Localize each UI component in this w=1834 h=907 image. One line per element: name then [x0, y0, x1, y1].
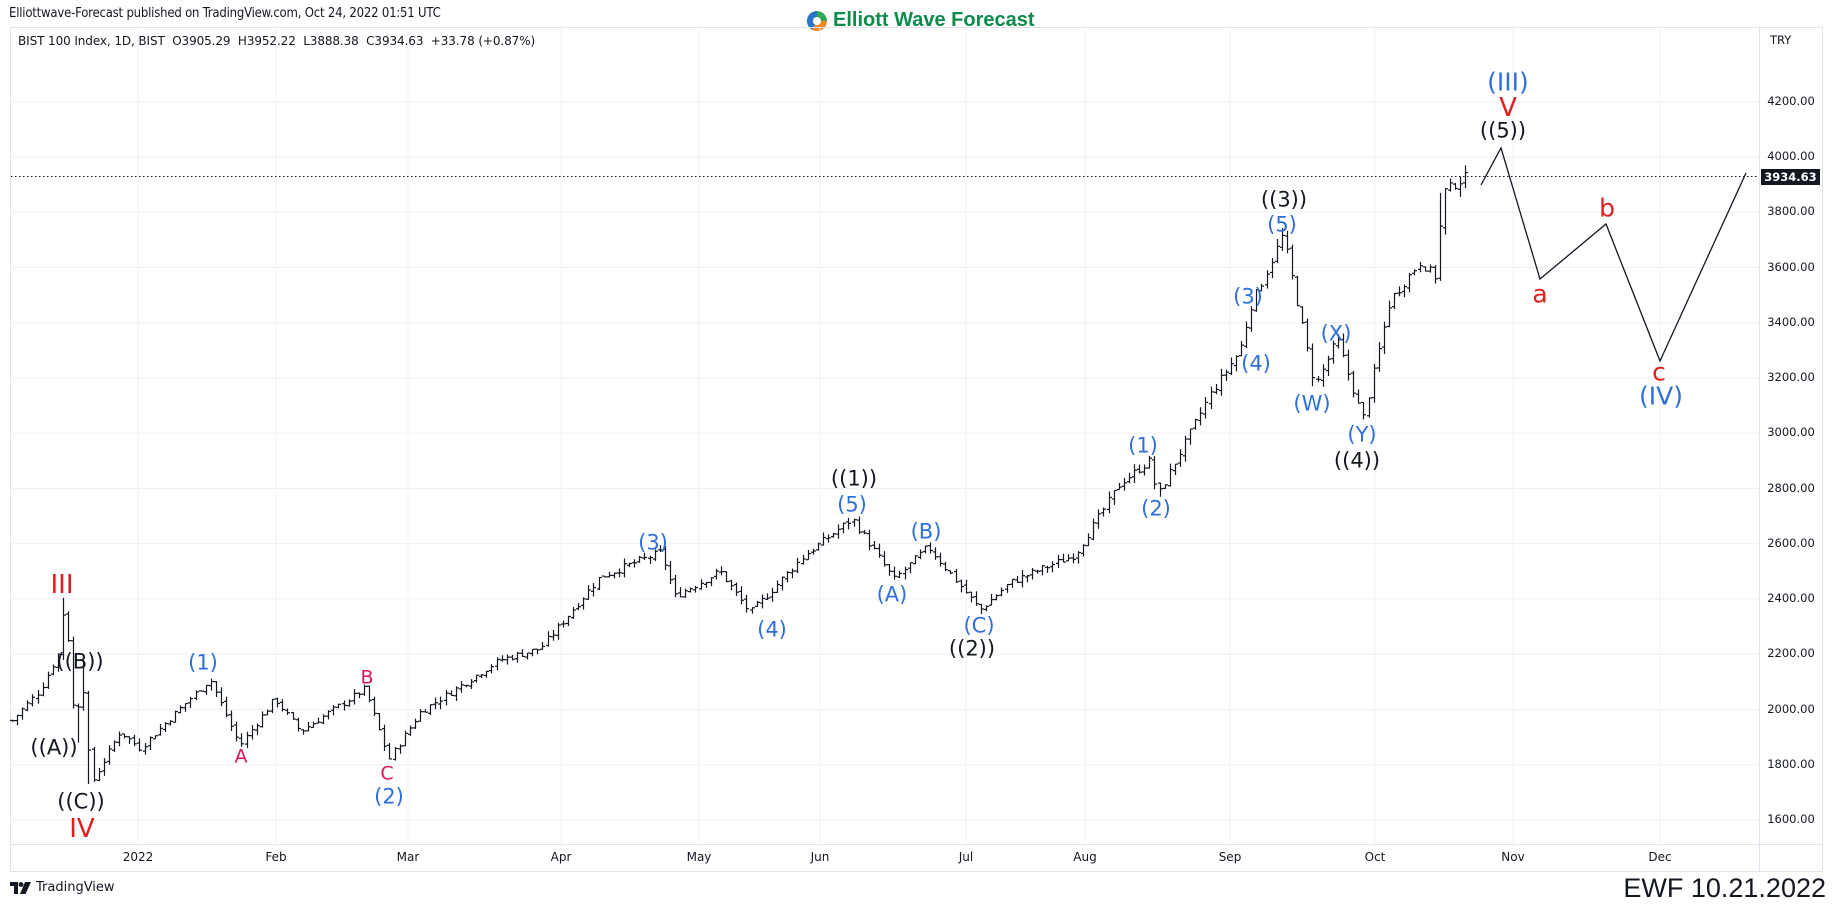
wave-label: (W)	[1293, 391, 1331, 416]
brand-name: Elliott Wave Forecast	[833, 9, 1035, 31]
wave-label: c	[1652, 357, 1666, 387]
tradingview-logo[interactable]: TradingView	[10, 880, 115, 895]
wave-label: (5)	[837, 492, 867, 517]
price-tick-label: 2800.00	[1767, 480, 1815, 495]
wave-label: (C)	[963, 613, 995, 638]
wave-label: ((1))	[830, 466, 878, 491]
wave-label: (B)	[910, 519, 942, 544]
legend-change: +33.78 (+0.87%)	[430, 34, 536, 48]
wave-label: ((A))	[30, 735, 78, 760]
time-tick-label: Jun	[810, 850, 830, 864]
wave-label: (A)	[876, 582, 908, 607]
wave-label: (IV)	[1639, 381, 1683, 411]
wave-label: ((B))	[56, 649, 104, 674]
ewf-date-stamp: EWF 10.21.2022	[1623, 873, 1826, 903]
wave-label: ((5))	[1479, 118, 1527, 143]
price-tick-label: 3800.00	[1767, 204, 1815, 219]
wave-label: (Y)	[1347, 422, 1377, 447]
price-tick-label: 2400.00	[1767, 591, 1815, 605]
wave-label: (III)	[1487, 67, 1529, 97]
price-tick-label: 3400.00	[1767, 314, 1815, 329]
wave-label: a	[1532, 279, 1548, 309]
legend-symbol: BIST 100 Index, 1D, BIST	[18, 34, 165, 48]
wave-label: (4)	[757, 617, 787, 642]
currency-label[interactable]: TRY	[1770, 33, 1792, 47]
wave-label: A	[234, 745, 248, 768]
time-tick-label: Dec	[1648, 850, 1672, 864]
time-tick-label: Aug	[1073, 850, 1097, 864]
price-tick-label: 1600.00	[1767, 812, 1815, 826]
legend-high: H3952.22	[237, 34, 296, 48]
legend-open: O3905.29	[172, 34, 231, 48]
projection-path	[1480, 146, 1747, 363]
price-tick-label: 3200.00	[1767, 370, 1815, 384]
wave-label: (4)	[1241, 351, 1271, 376]
time-tick-label: Jul	[958, 850, 974, 864]
wave-label: (3)	[638, 530, 668, 555]
wave-label: ((3))	[1260, 187, 1308, 212]
price-tick-label: 4000.00	[1767, 149, 1815, 163]
wave-label: (2)	[374, 784, 404, 809]
wave-label: b	[1599, 193, 1615, 223]
legend-close: C3934.63	[366, 34, 424, 48]
wave-label: C	[380, 762, 394, 785]
time-tick-label: Nov	[1501, 850, 1525, 864]
wave-label: ((4))	[1333, 448, 1381, 473]
wave-label: (X)	[1320, 321, 1352, 346]
wave-label: (1)	[188, 650, 218, 675]
price-tick-label: 3600.00	[1767, 259, 1815, 274]
price-tick-label: 2600.00	[1767, 535, 1815, 550]
time-tick-label: Feb	[265, 850, 287, 864]
symbol-legend: BIST 100 Index, 1D, BIST O3905.29 H3952.…	[18, 34, 535, 48]
tradingview-logo-icon	[10, 881, 31, 894]
price-tick-label: 2000.00	[1767, 701, 1815, 716]
wave-label: (1)	[1128, 433, 1158, 458]
time-tick-label: 2022	[122, 850, 154, 864]
price-tick-label: 2200.00	[1767, 646, 1815, 661]
brand-logo: Elliott Wave Forecast	[806, 9, 1035, 32]
wave-label: ((C))	[57, 789, 105, 814]
wave-label: IV	[69, 814, 95, 844]
wave-label: ((2))	[948, 636, 996, 661]
legend-low: L3888.38	[303, 34, 359, 48]
wave-label: (5)	[1267, 212, 1297, 237]
time-tick-label: Mar	[396, 850, 420, 864]
tradingview-text: TradingView	[36, 880, 115, 895]
published-line: Elliottwave-Forecast published on Tradin…	[9, 6, 441, 21]
time-tick-label: May	[686, 850, 712, 864]
wave-label: V	[1499, 93, 1517, 123]
wave-label: (3)	[1233, 284, 1263, 309]
ewf-logo-icon	[806, 10, 828, 31]
price-tick-label: 1800.00	[1767, 756, 1815, 771]
time-tick-label: Oct	[1364, 850, 1386, 864]
time-tick-label: Apr	[550, 850, 572, 864]
wave-label: III	[50, 570, 74, 600]
price-tick-label: 4200.00	[1767, 93, 1815, 108]
time-tick-label: Sep	[1218, 850, 1242, 864]
wave-label: B	[360, 666, 374, 689]
price-tick-label: 3000.00	[1767, 425, 1815, 440]
last-price-badge: 3934.63	[1761, 169, 1820, 185]
wave-label: (2)	[1141, 496, 1171, 521]
chart-frame[interactable]	[10, 27, 1823, 872]
